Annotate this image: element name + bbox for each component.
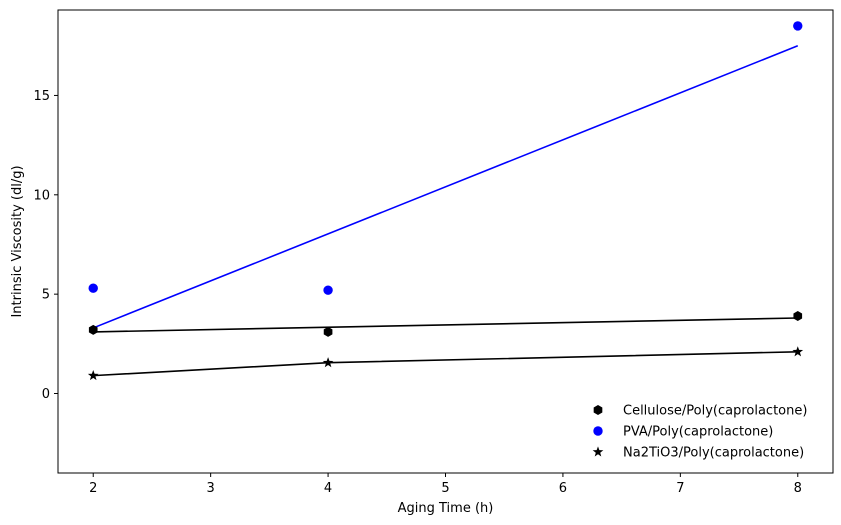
y-tick-label: 5 [42,288,50,303]
legend-label-series-3: Na2TiO3/Poly(caprolactone) [623,446,804,461]
x-tick-label: 3 [207,481,215,496]
x-tick-label: 5 [441,481,449,496]
legend-label-series-2: PVA/Poly(caprolactone) [623,425,773,440]
data-point-series-2 [88,283,98,293]
y-tick-label: 10 [33,188,50,203]
data-point-series-1 [793,311,803,322]
x-tick-label: 2 [89,481,97,496]
data-point-series-1 [323,326,333,337]
fit-lines [92,45,799,377]
x-tick-label: 7 [676,481,684,496]
data-point-series-1 [88,324,98,335]
data-point-series-3 [87,370,99,381]
legend-label-series-1: Cellulose/Poly(caprolactone) [623,404,807,419]
data-point-series-3 [792,346,804,357]
fit-line-series-3 [93,350,798,377]
y-axis-label: Intrinsic Viscosity (dl/g) [10,165,25,317]
legend-marker-series-3 [592,446,604,457]
y-axis-ticks: 0 5 10 15 [33,89,58,402]
data-markers [87,21,804,381]
data-point-series-2 [793,21,803,31]
data-point-series-3 [322,357,334,368]
data-point-series-2 [323,285,333,295]
x-axis-label: Aging Time (h) [398,501,494,516]
fit-line-series-1 [93,317,798,333]
fit-line-series-2 [92,45,799,329]
legend-marker-series-1 [593,405,603,415]
x-tick-label: 6 [559,481,567,496]
y-tick-label: 15 [33,89,50,104]
legend-marker-series-2 [593,426,603,436]
x-tick-label: 8 [794,481,802,496]
y-tick-label: 0 [42,387,50,402]
x-axis-ticks: 2 3 4 5 6 7 8 [89,473,802,496]
legend: Cellulose/Poly(caprolactone) PVA/Poly(cap… [592,404,807,461]
x-tick-label: 4 [324,481,332,496]
